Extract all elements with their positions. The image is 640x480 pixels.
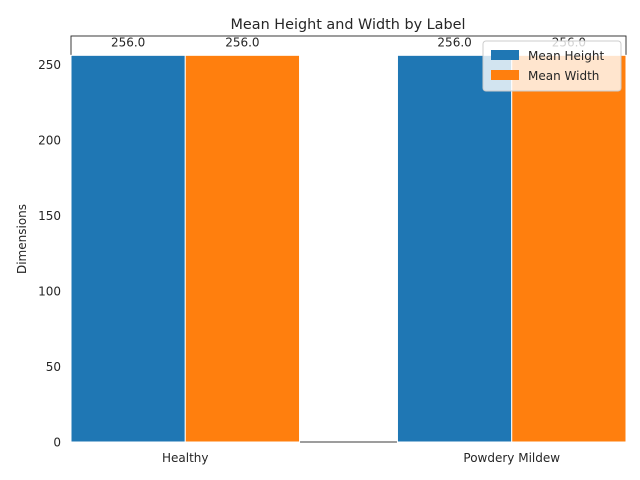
bars-group	[70, 54, 627, 443]
legend-entry: Mean Height	[528, 49, 604, 63]
x-tick-label: Powdery Mildew	[463, 451, 560, 465]
y-axis: 0 50 100 150 200 250	[38, 58, 61, 450]
bar-mean-width-powdery-mildew	[511, 54, 627, 443]
data-label: 256.0	[437, 35, 471, 49]
legend-entry: Mean Width	[528, 69, 599, 83]
legend: Mean Height Mean Width	[482, 40, 622, 92]
data-label: 256.0	[111, 35, 145, 49]
bar-mean-height-powdery-mildew	[396, 54, 513, 443]
data-label: 256.0	[225, 35, 259, 49]
y-tick-label: 200	[38, 133, 61, 147]
bar-mean-width-healthy	[184, 54, 301, 443]
y-tick-label: 150	[38, 209, 61, 223]
x-axis: Healthy Powdery Mildew	[162, 451, 560, 465]
y-tick-label: 0	[53, 436, 61, 450]
y-tick-label: 100	[38, 284, 61, 298]
legend-swatch	[491, 50, 519, 60]
legend-swatch	[491, 70, 519, 80]
x-tick-label: Healthy	[162, 451, 209, 465]
bar-mean-height-healthy	[70, 54, 186, 443]
y-tick-label: 50	[46, 360, 61, 374]
chart-title: Mean Height and Width by Label	[230, 17, 465, 33]
y-tick-label: 250	[38, 58, 61, 72]
y-axis-label: Dimensions	[15, 204, 29, 274]
